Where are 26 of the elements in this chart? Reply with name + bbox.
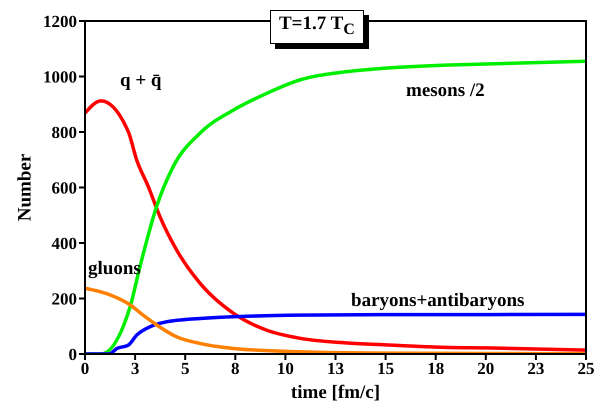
- y-tick-label: 400: [52, 234, 77, 254]
- x-tick-label: 3: [130, 359, 140, 378]
- x-tick-label: 10: [276, 359, 294, 378]
- x-axis-title: time [fm/c]: [290, 382, 380, 403]
- line-series: [85, 312, 586, 354]
- series-label: baryons+antibaryons: [351, 290, 524, 312]
- y-tick-label: 1000: [43, 68, 77, 87]
- x-tick-label: 18: [427, 359, 444, 378]
- x-tick-label: 25: [578, 359, 594, 378]
- y-tick-label: 0: [68, 345, 77, 364]
- line-series: [85, 286, 586, 354]
- y-tick-label: 800: [52, 123, 77, 142]
- x-tick-label: 5: [180, 359, 190, 378]
- x-tick-label: 0: [80, 359, 90, 378]
- x-tick-label: 20: [477, 359, 494, 378]
- x-tick-label: 13: [327, 359, 344, 378]
- x-tick-label: 15: [377, 359, 394, 378]
- x-tick-label: 23: [527, 359, 544, 378]
- y-tick-label: 1200: [43, 12, 77, 32]
- x-tick-label: 8: [231, 359, 240, 378]
- y-tick-label: 200: [52, 290, 77, 309]
- y-axis-title: Number: [14, 153, 36, 222]
- series-label: q + q̄: [120, 70, 162, 92]
- y-tick-label: 600: [52, 178, 77, 198]
- chart-title: T=1.7 T$_{C}$: [270, 10, 364, 44]
- series-label: mesons /2: [406, 80, 485, 102]
